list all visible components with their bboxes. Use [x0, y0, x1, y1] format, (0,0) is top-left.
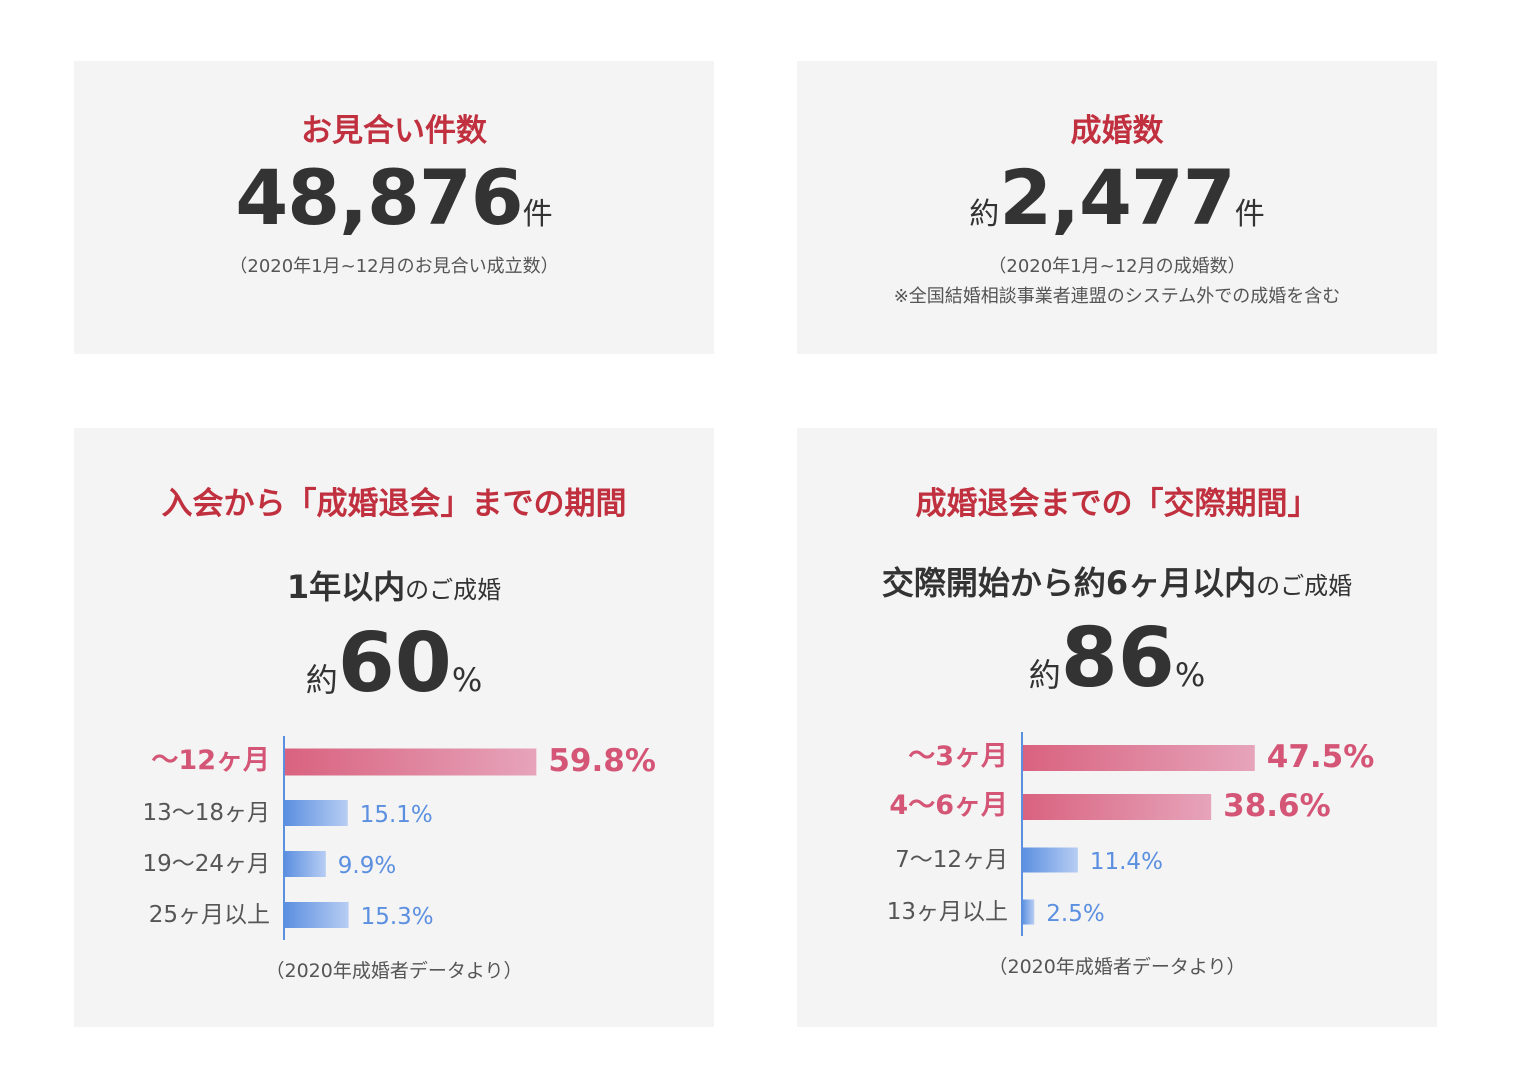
period-headline-strong: 1年以内	[286, 568, 406, 606]
dating-bar-2	[1022, 847, 1078, 873]
period-headline: 1年以内のご成婚	[74, 562, 714, 608]
period-footnote: （2020年成婚者データより）	[265, 960, 523, 982]
period-suffix: %	[451, 661, 483, 699]
dating-bar-1	[1022, 794, 1212, 820]
period-category-label-3: 25ヶ月以上	[149, 902, 270, 928]
period-headline-sub: のご成婚	[405, 576, 502, 604]
dating-bar-0	[1022, 745, 1255, 771]
matches-value-row: 48,876件	[74, 153, 714, 242]
period-percent: 60	[337, 616, 452, 711]
dating-footnote: （2020年成婚者データより）	[988, 956, 1246, 978]
period-category-label-1: 13〜18ヶ月	[142, 800, 270, 826]
dating-title: 成婚退会までの「交際期間」	[915, 486, 1319, 522]
matches-card: お見合い件数 48,876件 （2020年1月~12月のお見合い成立数）	[74, 61, 714, 354]
period-category-label-0: 〜12ヶ月	[151, 745, 270, 776]
dating-percent-row: 約86%	[797, 611, 1437, 706]
matches-note: （2020年1月~12月のお見合い成立数）	[229, 256, 559, 277]
dating-bar-chart: 〜3ヶ月 47.5% 4〜6ヶ月 38.6% 7〜12ヶ月 11.4% 13ヶ月以上 2.5%	[887, 732, 1375, 936]
dating-category-label-2: 7〜12ヶ月	[895, 847, 1008, 873]
period-category-label-2: 19〜24ヶ月	[142, 851, 270, 877]
period-bar-chart: 〜12ヶ月 59.8% 13〜18ヶ月 15.1% 19〜24ヶ月 9.9% 25ヶ月以上 1…	[142, 736, 656, 940]
period-percent-row: 約60%	[74, 616, 714, 711]
dating-value-label-0: 47.5%	[1267, 739, 1375, 775]
period-bar-0	[284, 748, 537, 776]
period-title: 入会から「成婚退会」までの期間	[161, 486, 627, 522]
marriages-card: 成婚数 約2,477件 （2020年1月~12月の成婚数） ※全国結婚相談事業者…	[797, 61, 1437, 354]
matches-title: お見合い件数	[301, 113, 487, 149]
dating-headline-strong: 交際開始から約6ヶ月以内	[881, 564, 1257, 602]
period-value-label-3: 15.3%	[361, 904, 434, 930]
marriages-disclaimer: ※全国結婚相談事業者連盟のシステム外での成婚を含む	[893, 286, 1341, 307]
period-value-label-0: 59.8%	[548, 743, 656, 779]
marriages-prefix: 約	[969, 197, 1000, 232]
dating-value-label-1: 38.6%	[1223, 788, 1331, 824]
matches-value: 48,876	[235, 153, 523, 242]
marriages-title: 成婚数	[1070, 113, 1164, 149]
marriages-unit: 件	[1234, 197, 1265, 232]
period-bar-2	[284, 851, 326, 877]
marriages-value-row: 約2,477件	[797, 153, 1437, 242]
dating-value-label-3: 2.5%	[1046, 901, 1104, 927]
dating-percent: 86	[1060, 611, 1175, 706]
dating-suffix: %	[1174, 656, 1206, 694]
dating-category-label-1: 4〜6ヶ月	[889, 790, 1008, 821]
dating-value-label-2: 11.4%	[1090, 849, 1163, 875]
matches-unit: 件	[522, 197, 553, 232]
period-value-label-1: 15.1%	[360, 802, 433, 828]
dating-headline-sub: のご成婚	[1256, 572, 1353, 600]
dating-headline: 交際開始から約6ヶ月以内のご成婚	[797, 558, 1437, 604]
period-bar-1	[284, 800, 348, 826]
dating-card: 成婚退会までの「交際期間」 交際開始から約6ヶ月以内のご成婚 約86% 〜3ヶ月…	[797, 428, 1437, 1027]
period-value-label-2: 9.9%	[338, 853, 396, 879]
marriages-note: （2020年1月~12月の成婚数）	[988, 256, 1246, 277]
dating-prefix: 約	[1028, 656, 1061, 694]
period-prefix: 約	[305, 661, 338, 699]
dating-category-label-3: 13ヶ月以上	[887, 899, 1008, 925]
period-bar-3	[284, 902, 349, 928]
dating-bar-3	[1022, 899, 1035, 925]
period-card: 入会から「成婚退会」までの期間 1年以内のご成婚 約60% 〜12ヶ月 59.8%…	[74, 428, 714, 1027]
marriages-value: 2,477	[999, 153, 1235, 242]
dating-category-label-0: 〜3ヶ月	[908, 741, 1008, 772]
